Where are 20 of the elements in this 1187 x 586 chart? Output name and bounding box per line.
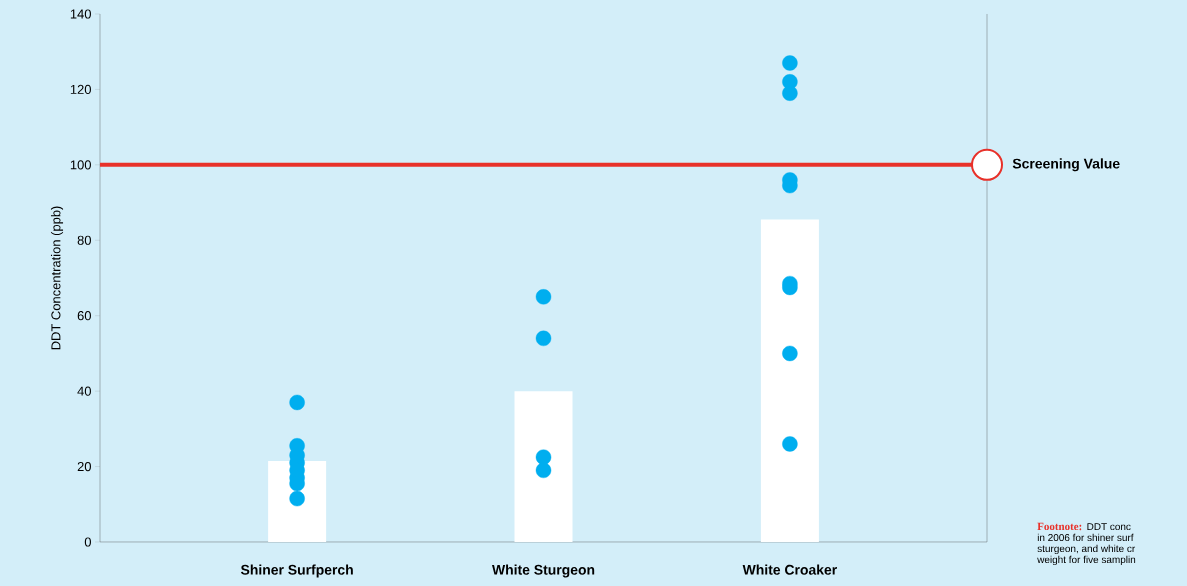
y-tick-label: 20 xyxy=(77,461,91,472)
bar xyxy=(514,391,573,542)
y-axis-title: DDT Concentration (ppb) xyxy=(50,206,64,350)
y-tick-label: 100 xyxy=(70,160,91,170)
x-tick-label: White Sturgeon xyxy=(492,564,595,578)
y-tick-label: 80 xyxy=(77,235,91,245)
y-tick-label: 120 xyxy=(70,84,91,94)
x-tick-label: White Croaker xyxy=(742,564,837,575)
ref-line-label: Screening Value xyxy=(1012,158,1120,172)
bar xyxy=(760,219,819,542)
y-tick-label: 40 xyxy=(77,386,91,396)
text: DDT conc xyxy=(1087,523,1131,531)
y-tick-label: 60 xyxy=(77,311,91,321)
text: in 2006 for shiner surf xyxy=(1037,533,1134,542)
text: weight for five samplin xyxy=(1037,555,1136,566)
text: Footnote: xyxy=(1037,522,1082,531)
x-tick-label: Shiner Surfperch xyxy=(240,564,353,578)
y-tick-label: 0 xyxy=(84,537,91,547)
text: sturgeon, and white cr xyxy=(1037,544,1136,555)
y-tick-label: 140 xyxy=(70,9,91,19)
